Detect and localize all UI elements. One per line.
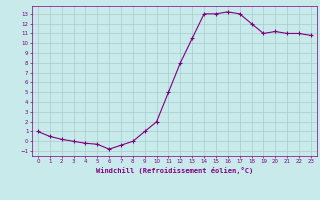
X-axis label: Windchill (Refroidissement éolien,°C): Windchill (Refroidissement éolien,°C) bbox=[96, 167, 253, 174]
